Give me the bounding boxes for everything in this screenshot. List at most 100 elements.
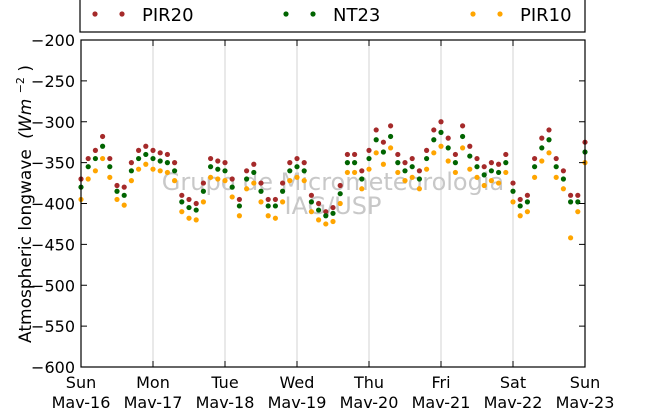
data-point [186, 204, 192, 211]
data-point [352, 169, 358, 176]
y-tick-label: −400 [31, 195, 75, 214]
data-point [460, 145, 466, 151]
data-point [532, 155, 538, 162]
y-tick-label: −250 [31, 72, 75, 91]
x-tick-label-date: Mav-20 [340, 393, 399, 409]
data-point [524, 192, 531, 198]
data-point [416, 168, 422, 174]
data-point [114, 182, 120, 189]
y-axis-label-units: (Wm [16, 99, 36, 139]
data-point [452, 151, 458, 158]
series-nt23 [78, 129, 588, 219]
x-tick-label-date: Mav-16 [52, 393, 111, 409]
data-point [546, 150, 552, 156]
data-point [222, 168, 228, 174]
data-point [524, 209, 531, 215]
watermark-line1: Grupo de Micrometeorologia [162, 168, 504, 196]
data-point [85, 164, 91, 170]
data-point [380, 161, 386, 167]
data-point [539, 158, 545, 164]
data-point [251, 180, 257, 186]
data-point [452, 160, 458, 166]
data-point [85, 176, 91, 182]
data-point [258, 188, 264, 194]
data-point [128, 168, 134, 174]
data-point [337, 200, 343, 207]
data-point [121, 184, 127, 190]
legend-item-pir20: PIR20 [92, 5, 194, 26]
data-point [366, 166, 372, 172]
data-point [452, 169, 458, 176]
legend-label: PIR10 [520, 5, 572, 26]
data-point [445, 135, 451, 141]
data-point [524, 199, 531, 205]
data-point [301, 178, 307, 184]
data-point [424, 147, 430, 153]
data-point [200, 188, 206, 194]
data-point [287, 168, 293, 174]
data-point [445, 158, 451, 164]
data-point [236, 203, 242, 209]
data-point [510, 180, 516, 186]
data-point [409, 164, 415, 170]
data-point [474, 174, 480, 180]
data-point [229, 194, 235, 200]
data-point [193, 217, 199, 223]
data-point [258, 199, 264, 205]
x-tick-label-date: Mav-19 [268, 393, 327, 409]
y-tick-label: −450 [31, 235, 75, 254]
data-point [272, 196, 278, 203]
x-tick-label-day: Wed [280, 373, 315, 392]
data-point [359, 186, 365, 192]
y-axis-label: Atmospheric longwave (Wm −2 ) [9, 65, 36, 343]
data-point [316, 207, 322, 213]
data-point [280, 188, 286, 194]
data-point [85, 155, 91, 162]
data-point [359, 176, 365, 182]
x-axis: SunMav-16MonMav-17TueMav-18WedMav-19ThuM… [52, 40, 614, 409]
data-point [164, 151, 170, 158]
data-point [308, 199, 314, 205]
data-point [402, 160, 408, 166]
data-point [143, 143, 149, 149]
legend-item-pir10: PIR10 [470, 5, 572, 26]
data-point [431, 150, 437, 156]
data-point [352, 160, 358, 166]
series-pir10 [78, 143, 588, 241]
data-point [388, 133, 394, 140]
data-point [380, 139, 386, 145]
data-point [258, 180, 264, 186]
data-point [517, 213, 523, 219]
data-point [265, 213, 271, 219]
data-point [517, 196, 523, 203]
data-point [359, 168, 365, 174]
data-point [431, 127, 437, 133]
legend-marker [119, 11, 125, 17]
y-axis-label-close: ) [16, 65, 36, 72]
x-tick-label-day: Sat [500, 373, 526, 392]
data-point [568, 199, 574, 205]
data-point [294, 164, 300, 170]
data-point [244, 186, 250, 192]
data-point [474, 155, 480, 162]
y-axis-label-text: Atmospheric longwave [16, 149, 36, 343]
legend-label: PIR20 [142, 5, 194, 26]
data-point [395, 160, 401, 166]
data-point [344, 160, 350, 166]
data-point [373, 127, 379, 133]
data-point [100, 133, 106, 140]
x-tick-label-date: Mav-21 [412, 393, 471, 409]
legend-marker [283, 11, 289, 17]
data-point [150, 147, 156, 153]
data-point [366, 147, 372, 153]
y-tick-label: −600 [31, 358, 75, 377]
data-point [532, 174, 538, 180]
data-point [474, 164, 480, 170]
data-point [323, 209, 329, 215]
data-point [553, 164, 559, 170]
data-point [460, 123, 466, 129]
data-point [323, 213, 329, 219]
data-point [488, 178, 494, 184]
x-tick-label-day: Mon [136, 373, 170, 392]
data-point [193, 200, 199, 207]
